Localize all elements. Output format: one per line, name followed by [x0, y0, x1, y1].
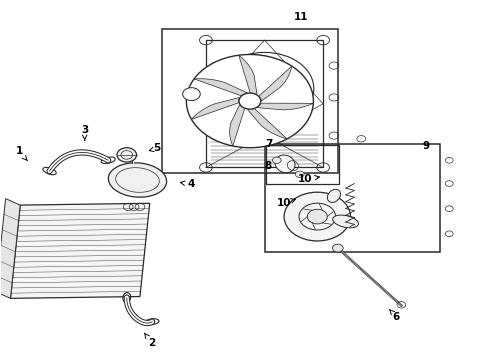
Circle shape: [307, 209, 327, 224]
Circle shape: [295, 171, 304, 177]
Circle shape: [117, 148, 137, 162]
Circle shape: [284, 192, 350, 241]
Circle shape: [183, 87, 200, 100]
Text: 3: 3: [81, 125, 88, 140]
Ellipse shape: [275, 155, 295, 173]
Text: 1: 1: [16, 146, 27, 161]
Ellipse shape: [327, 189, 341, 202]
Circle shape: [239, 93, 261, 109]
Polygon shape: [10, 203, 150, 298]
Polygon shape: [247, 109, 287, 139]
Polygon shape: [239, 55, 257, 95]
Polygon shape: [257, 103, 313, 110]
Text: 6: 6: [390, 310, 400, 322]
Text: 5: 5: [149, 143, 161, 153]
Polygon shape: [259, 66, 292, 101]
Ellipse shape: [108, 163, 167, 197]
Text: 10: 10: [277, 198, 295, 208]
Circle shape: [239, 93, 261, 109]
Text: 11: 11: [294, 12, 308, 22]
Text: 7: 7: [265, 139, 272, 149]
Polygon shape: [194, 79, 247, 96]
Text: 9: 9: [422, 141, 429, 151]
Polygon shape: [192, 98, 240, 119]
Circle shape: [272, 157, 281, 163]
Bar: [162, 30, 338, 173]
Text: 4: 4: [180, 179, 195, 189]
Bar: [266, 145, 339, 184]
Circle shape: [332, 244, 343, 252]
Circle shape: [186, 54, 314, 148]
Text: 2: 2: [145, 333, 156, 348]
Bar: [206, 40, 323, 167]
Text: 10: 10: [297, 174, 319, 184]
Polygon shape: [0, 199, 20, 298]
Polygon shape: [230, 105, 245, 146]
Ellipse shape: [333, 215, 359, 228]
Text: 8: 8: [265, 161, 272, 171]
Bar: [265, 144, 441, 252]
